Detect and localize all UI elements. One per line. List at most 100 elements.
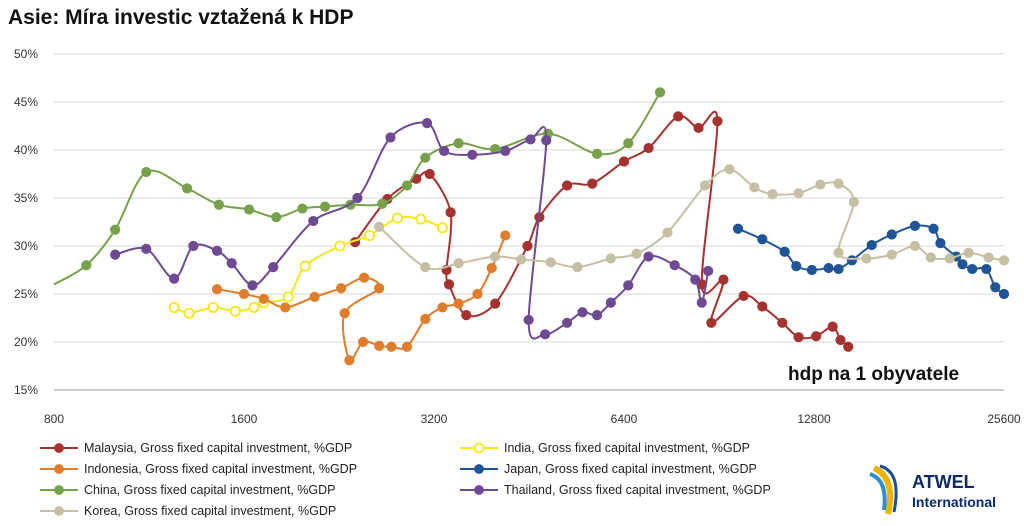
data-point-japan bbox=[886, 229, 897, 240]
data-point-korea bbox=[963, 247, 974, 258]
data-point-korea bbox=[699, 180, 711, 191]
legend-item-china: China, Gross fixed capital investment, %… bbox=[40, 481, 336, 499]
data-point-india bbox=[436, 222, 448, 234]
legend-label: India, Gross fixed capital investment, %… bbox=[504, 441, 750, 455]
data-point-indonesia bbox=[374, 340, 385, 351]
data-point-korea bbox=[453, 258, 464, 269]
data-point-malaysia bbox=[443, 279, 455, 290]
atwel-logo: ATWEL International bbox=[866, 460, 1016, 520]
data-point-korea bbox=[886, 249, 897, 260]
data-point-indonesia bbox=[386, 341, 397, 352]
data-point-korea bbox=[944, 253, 955, 264]
y-tick-label: 50% bbox=[14, 47, 38, 61]
chart-legend: Malaysia, Gross fixed capital investment… bbox=[40, 439, 880, 523]
data-point-indonesia bbox=[472, 288, 483, 300]
data-point-japan bbox=[833, 263, 844, 275]
data-point-china bbox=[591, 148, 603, 159]
series-thailand bbox=[110, 118, 714, 340]
legend-item-malaysia: Malaysia, Gross fixed capital investment… bbox=[40, 439, 352, 457]
logo-text-line1: ATWEL bbox=[912, 472, 975, 492]
data-point-thailand bbox=[540, 329, 551, 340]
legend-swatch bbox=[40, 485, 78, 495]
data-point-india bbox=[391, 212, 403, 224]
data-point-thailand bbox=[188, 240, 199, 252]
series-malaysia bbox=[350, 110, 854, 352]
legend-item-korea: Korea, Gross fixed capital investment, %… bbox=[40, 502, 336, 520]
data-point-thailand bbox=[643, 251, 654, 262]
data-point-thailand bbox=[541, 135, 552, 146]
data-point-thailand bbox=[421, 118, 433, 129]
data-point-korea bbox=[662, 227, 673, 238]
data-point-china bbox=[623, 138, 634, 149]
data-point-thailand bbox=[523, 314, 534, 326]
data-point-japan bbox=[935, 238, 946, 249]
data-point-indonesia bbox=[357, 336, 369, 348]
data-point-thailand bbox=[500, 145, 511, 157]
legend-label: Korea, Gross fixed capital investment, %… bbox=[84, 504, 337, 518]
data-point-indonesia bbox=[238, 288, 250, 300]
data-point-china bbox=[654, 87, 666, 98]
series-japan bbox=[732, 220, 1010, 300]
data-point-indonesia bbox=[309, 291, 320, 302]
data-point-thailand bbox=[467, 149, 478, 160]
data-point-korea bbox=[545, 257, 556, 268]
data-point-japan bbox=[757, 234, 768, 245]
chart-plot: 15% 20% 25% 30% 35% 40% 45% 50% 800 1600 3200 6400… bbox=[14, 47, 1021, 426]
data-point-malaysia bbox=[712, 116, 723, 127]
legend-swatch bbox=[40, 443, 78, 453]
data-point-malaysia bbox=[693, 122, 704, 134]
data-point-thailand bbox=[438, 145, 450, 157]
data-point-malaysia bbox=[811, 331, 822, 342]
legend-swatch bbox=[460, 485, 498, 495]
legend-label: China, Gross fixed capital investment, %… bbox=[84, 483, 336, 497]
data-point-thailand bbox=[605, 297, 616, 308]
data-point-japan bbox=[779, 246, 790, 257]
x-tick-label: 1600 bbox=[231, 412, 258, 426]
data-point-korea bbox=[490, 251, 501, 262]
data-point-india bbox=[364, 229, 376, 241]
data-point-china bbox=[181, 183, 193, 194]
data-point-malaysia bbox=[706, 317, 717, 328]
legend-item-indonesia: Indonesia, Gross fixed capital investmen… bbox=[40, 460, 357, 478]
x-tick-label: 12800 bbox=[797, 412, 831, 426]
data-point-japan bbox=[981, 263, 992, 275]
data-point-korea bbox=[833, 178, 844, 189]
data-point-thailand bbox=[696, 297, 707, 308]
data-point-india bbox=[207, 301, 219, 313]
data-point-india bbox=[334, 240, 346, 252]
data-point-japan bbox=[957, 259, 968, 270]
legend-label: Indonesia, Gross fixed capital investmen… bbox=[84, 462, 358, 476]
data-point-china bbox=[141, 166, 152, 178]
data-point-korea bbox=[848, 196, 859, 207]
data-point-thailand bbox=[110, 249, 121, 260]
data-point-thailand bbox=[308, 215, 319, 227]
data-point-indonesia bbox=[374, 283, 385, 294]
data-point-thailand bbox=[525, 134, 536, 145]
data-point-india bbox=[229, 305, 241, 317]
x-tick-label: 3200 bbox=[421, 412, 448, 426]
logo-text-line2: International bbox=[912, 494, 997, 510]
series-line-thailand bbox=[114, 121, 710, 340]
data-point-malaysia bbox=[843, 341, 854, 352]
series-india bbox=[168, 212, 448, 319]
x-tick-label: 6400 bbox=[611, 412, 638, 426]
legend-item-thailand: Thailand, Gross fixed capital investment… bbox=[460, 481, 771, 499]
data-point-thailand bbox=[561, 317, 573, 328]
data-point-korea bbox=[861, 253, 872, 264]
data-point-korea bbox=[631, 248, 642, 259]
data-point-thailand bbox=[385, 132, 396, 143]
data-point-malaysia bbox=[618, 156, 630, 167]
data-point-korea bbox=[833, 247, 844, 258]
data-point-korea bbox=[793, 188, 804, 199]
atwel-logo-icon bbox=[869, 464, 898, 515]
legend-item-india: India, Gross fixed capital investment, %… bbox=[460, 439, 750, 457]
data-point-thailand bbox=[226, 258, 237, 269]
y-tick-label: 30% bbox=[14, 239, 38, 253]
data-point-korea bbox=[998, 255, 1010, 266]
series-indonesia bbox=[211, 230, 511, 366]
data-point-thailand bbox=[623, 280, 634, 291]
data-point-thailand bbox=[169, 273, 180, 284]
data-point-malaysia bbox=[673, 111, 684, 122]
data-point-japan bbox=[806, 264, 817, 276]
data-point-thailand bbox=[247, 280, 258, 291]
